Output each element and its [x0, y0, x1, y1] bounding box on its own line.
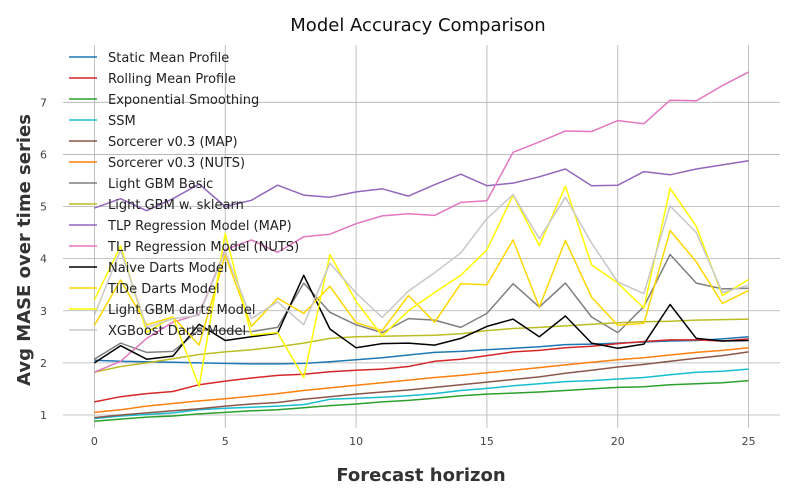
series-line-sorcerer-v0-3-nuts — [94, 347, 749, 414]
legend-label-static-mean-profile: Static Mean Profile — [108, 51, 229, 66]
x-tick-label: 20 — [611, 435, 625, 448]
y-tick-label: 7 — [40, 96, 47, 109]
x-tick-label: 10 — [349, 435, 363, 448]
series-line-ssm — [94, 368, 749, 420]
series-line-tlp-regression-model-map — [94, 159, 749, 212]
legend-label-xgboost-darts-model: XGBoost Darts Model — [108, 324, 246, 339]
series-line-light-gbm-darts-model — [93, 185, 749, 388]
legend-label-light-gbm-basic: Light GBM Basic — [108, 177, 213, 192]
x-axis-label: Forecast horizon — [336, 465, 505, 486]
y-tick-label: 2 — [40, 357, 47, 370]
x-tick-label: 0 — [91, 435, 98, 448]
grid — [63, 45, 780, 428]
y-tick-label: 1 — [40, 409, 47, 422]
series-line-xgboost-darts-model — [93, 193, 749, 329]
y-tick-label: 6 — [40, 148, 47, 161]
y-tick-label: 5 — [40, 201, 47, 214]
x-tick-label: 15 — [480, 435, 494, 448]
series-line-tide-darts-model — [93, 229, 749, 346]
legend-label-ssm: SSM — [108, 114, 136, 129]
tick-labels: 0 5 10 15 20 25 1 2 3 4 5 6 7 — [40, 96, 756, 448]
series-line-sorcerer-v0-3-map — [94, 351, 749, 419]
series-line-light-gbm-w-sklearn — [94, 318, 749, 373]
legend-label-tlp-regression-model-map: TLP Regression Model (MAP) — [107, 219, 292, 234]
legend-label-sorcerer-v0-3-nuts: Sorcerer v0.3 (NUTS) — [108, 156, 245, 171]
x-tick-label: 5 — [222, 435, 229, 448]
legend-label-tlp-regression-model-nuts: TLP Regression Model (NUTS) — [107, 240, 299, 255]
y-axis-label: Avg MASE over time series — [14, 114, 35, 386]
y-tick-label: 4 — [40, 253, 47, 266]
legend: Static Mean Profile Rolling Mean Profile E… — [69, 51, 299, 339]
series-line-exponential-smoothing — [94, 379, 749, 422]
legend-label-light-gbm-w-sklearn: Light GBM w. sklearn — [108, 198, 244, 213]
series-lines — [93, 71, 749, 422]
legend-label-naive-darts-model: Naive Darts Model — [108, 261, 227, 276]
legend-label-light-gbm-darts-model: Light GBM darts Model — [108, 303, 256, 318]
legend-label-rolling-mean-profile: Rolling Mean Profile — [108, 72, 236, 87]
y-tick-label: 3 — [40, 305, 47, 318]
series-line-rolling-mean-profile — [94, 338, 749, 403]
legend-label-sorcerer-v0-3-map: Sorcerer v0.3 (MAP) — [108, 135, 238, 150]
legend-label-tide-darts-model: TiDe Darts Model — [107, 282, 220, 297]
series-line-naive-darts-model — [93, 274, 749, 364]
chart-title: Model Accuracy Comparison — [290, 15, 545, 36]
x-tick-label: 25 — [742, 435, 756, 448]
legend-label-exponential-smoothing: Exponential Smoothing — [108, 93, 259, 108]
